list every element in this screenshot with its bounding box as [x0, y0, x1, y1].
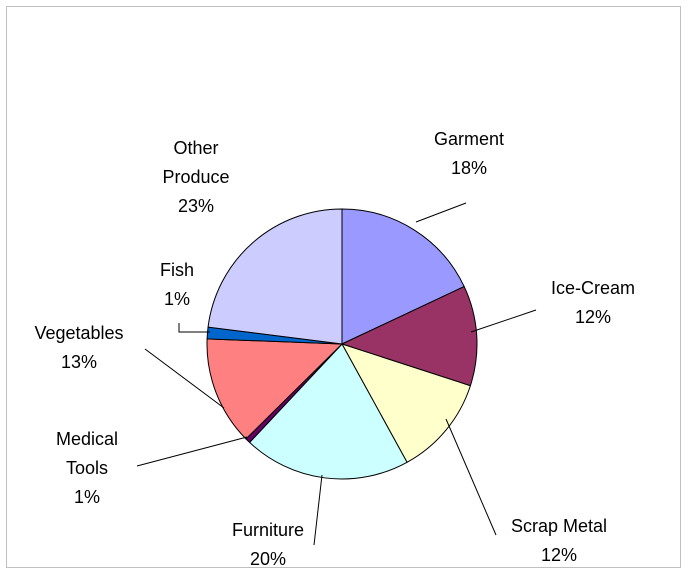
slice-percent-label: 1% — [74, 487, 100, 507]
leader-line — [470, 309, 537, 333]
pie-slice-garment — [341, 208, 465, 345]
pie-slice-vegetables — [206, 338, 344, 440]
slice-category-label: Vegetables — [34, 323, 123, 343]
slice-category-label: Furniture — [232, 520, 304, 540]
leader-line — [445, 418, 497, 536]
leader-line — [415, 202, 467, 223]
slice-category-label: Scrap Metal — [511, 516, 607, 536]
slice-percent-label: 12% — [541, 545, 577, 565]
slice-percent-label: 23% — [178, 196, 214, 216]
slice-category-label: Tools — [66, 458, 108, 478]
leader-line — [313, 474, 323, 546]
slice-percent-label: 13% — [61, 352, 97, 372]
pie-slice-ice-cream — [340, 285, 478, 387]
slice-percent-label: 20% — [250, 549, 286, 569]
leader-line — [178, 323, 210, 333]
slice-category-label: Produce — [162, 167, 229, 187]
slice-category-label: Garment — [434, 129, 504, 149]
slice-percent-label: 12% — [575, 307, 611, 327]
leader-line — [136, 436, 248, 467]
slice-percent-label: 1% — [164, 289, 190, 309]
slice-category-label: Medical — [56, 429, 118, 449]
slice-percent-label: 18% — [451, 158, 487, 178]
pie-slice-other-produce — [207, 208, 343, 345]
slice-category-label: Fish — [160, 260, 194, 280]
slice-category-label: Ice-Cream — [551, 278, 635, 298]
slice-category-label: Other — [173, 138, 218, 158]
pie-slice-furniture — [248, 343, 408, 480]
pie-slice-scrap-metal — [340, 343, 472, 463]
leader-line — [144, 348, 225, 409]
